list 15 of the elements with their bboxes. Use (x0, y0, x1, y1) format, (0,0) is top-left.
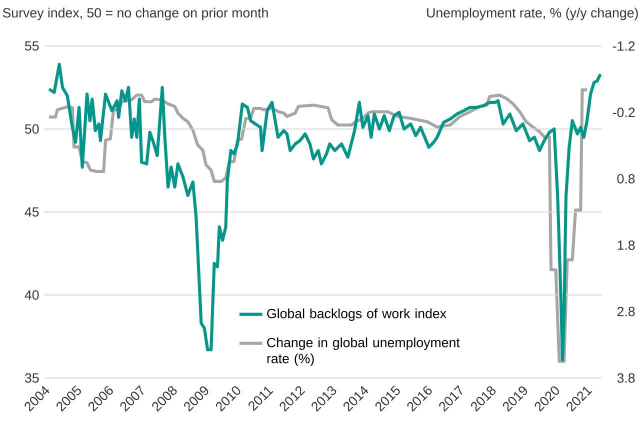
y-tick-label: 50 (25, 124, 39, 134)
y2-tick-label: -0.2 (612, 108, 635, 118)
y2-axis-title: Unemployment rate, % (y/y change) (427, 8, 638, 20)
y2-tick-label: -1.2 (612, 41, 635, 51)
y-axis-title: Survey index, 50 = no change on prior month (2, 8, 268, 20)
y-tick-label: 40 (24, 290, 39, 300)
y-tick-label: 35 (24, 373, 39, 383)
legend-label: Global backlogs of work index (267, 308, 446, 321)
y-tick-label: 55 (25, 41, 39, 51)
y2-tick-label: 0.8 (617, 174, 635, 184)
y2-tick-label: 3.8 (617, 373, 635, 383)
y-tick-label: 45 (24, 207, 39, 217)
y2-tick-label: 2.8 (617, 306, 635, 316)
legend-label: Change in global unemployment rate (%) (267, 337, 460, 366)
y2-tick-label: 1.8 (618, 240, 635, 250)
